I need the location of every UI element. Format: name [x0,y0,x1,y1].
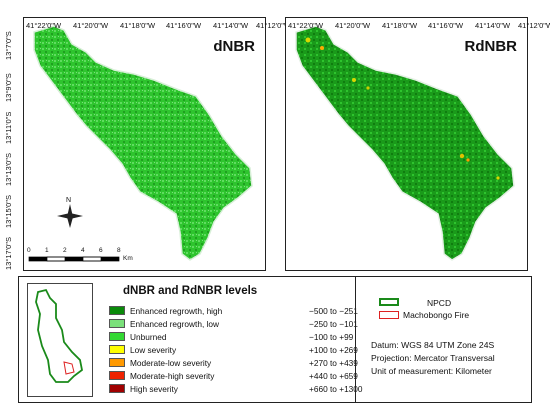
lon-tick: 41°14'0"W [475,21,511,30]
legend-panel: dNBR and RdNBR levels Enhanced regrowth,… [18,276,532,403]
scale-label: 1 [45,247,49,254]
scale-unit: Km [123,255,133,262]
legend-label: Low severity [130,345,177,355]
boundary-label: Machobongo Fire [403,310,470,320]
dnbr-map-title: dNBR [213,38,255,55]
legend-swatch [109,319,125,328]
legend-range: −100 to +99 [309,332,354,342]
units-text: Unit of measurement: Kilometer [371,366,492,376]
lon-tick: 41°18'0"W [382,21,418,30]
legend-swatch [109,358,125,367]
lon-tick: 41°16'0"W [166,21,202,30]
north-arrow-icon [57,204,83,228]
fire-boundary-swatch [379,311,399,319]
legend-label: Moderate-low severity [130,358,212,368]
boundary-row-fire: Machobongo Fire [379,310,529,321]
legend-range: +440 to +659 [309,371,358,381]
scale-label: 4 [81,247,85,254]
legend-swatch [109,332,125,341]
scale-label: 2 [63,247,67,254]
legend-swatch [109,345,125,354]
rdnbr-map-canvas [295,25,515,261]
lon-tick: 41°22'0"W [288,21,324,30]
legend-range: −250 to −101 [309,319,358,329]
legend-title: dNBR and RdNBR levels [123,285,258,297]
lon-tick: 41°16'0"W [428,21,464,30]
lon-tick: 41°12'0"W [518,21,550,30]
lat-tick: 13°17'0"S [4,237,13,270]
lat-tick: 13°15'0"S [4,195,13,228]
lat-tick: 13°13'0"S [4,153,13,186]
rdnbr-park-area [295,25,515,261]
inset-outline [35,288,83,383]
scale-label: 0 [27,247,31,254]
dnbr-map-panel: dNBR 41°22'0"W 41°20'0"W 41°18'0"W 41°16… [23,17,291,271]
legend-range: +270 to +439 [309,358,358,368]
dnbr-park-area [33,25,253,261]
scale-label: 6 [99,247,103,254]
legend-swatch [109,371,125,380]
scale-bar [28,256,120,262]
datum-text: Datum: WGS 84 UTM Zone 24S [371,340,495,350]
burn-patches [305,37,500,180]
legend-label: High severity [130,384,178,394]
lat-tick: 13°11'0"S [4,111,13,144]
rdnbr-map-panel: RdNBR 41°22'0"W 41°20'0"W 41°18'0"W 41°1… [285,17,550,271]
lon-tick: 41°22'0"W [26,21,62,30]
north-label: N [66,197,72,204]
scale-label: 8 [117,247,121,254]
lon-tick: 41°20'0"W [73,21,109,30]
legend-label: Enhanced regrowth, low [130,319,220,329]
rdnbr-map-title: RdNBR [464,38,518,55]
location-inset-map [27,283,93,397]
lon-tick: 41°20'0"W [335,21,371,30]
legend-range: +660 to +1300 [309,384,363,394]
boundary-label: NPCD [427,298,452,308]
lon-tick: 41°12'0"W [256,21,292,30]
legend-range: −500 to −251 [309,306,358,316]
legend-label: Unburned [130,332,167,342]
legend-swatch [109,306,125,315]
dnbr-map-canvas [28,25,253,262]
legend-swatch [109,384,125,393]
lat-tick: 13°9'0"S [4,73,13,102]
legend-range: +100 to +269 [309,345,358,355]
legend-divider [355,277,356,402]
legend-label: Moderate-high severity [130,371,215,381]
boundary-row-npcd: NPCD [379,298,529,309]
legend-label: Enhanced regrowth, high [130,306,223,316]
lon-tick: 41°18'0"W [120,21,156,30]
npcd-boundary-swatch [379,298,399,306]
lat-tick: 13°7'0"S [4,31,13,60]
projection-text: Projection: Mercator Transversal [371,353,495,363]
lon-tick: 41°14'0"W [213,21,249,30]
